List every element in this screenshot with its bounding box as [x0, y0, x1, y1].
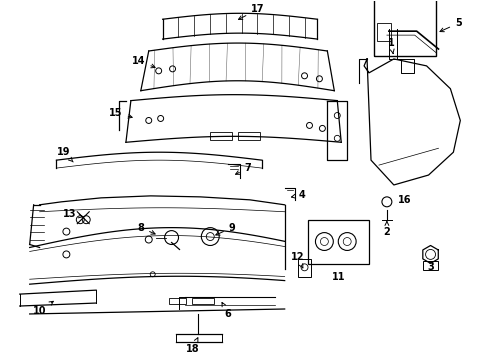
Bar — [376, 23, 390, 41]
Text: 1: 1 — [386, 38, 393, 54]
Bar — [192, 298, 214, 304]
Text: 13: 13 — [62, 209, 82, 219]
Text: 6: 6 — [222, 302, 231, 319]
Text: 5: 5 — [439, 18, 461, 32]
Bar — [210, 132, 232, 140]
Text: 8: 8 — [137, 222, 155, 234]
Text: 4: 4 — [291, 190, 305, 200]
Text: 19: 19 — [57, 147, 73, 162]
Text: 9: 9 — [215, 222, 235, 235]
Text: 15: 15 — [109, 108, 132, 118]
Bar — [297, 260, 311, 277]
Text: 2: 2 — [383, 221, 389, 237]
Text: 7: 7 — [235, 163, 251, 174]
Text: 14: 14 — [132, 56, 155, 68]
Bar — [238, 132, 259, 140]
Bar — [168, 298, 186, 304]
Bar — [422, 261, 438, 270]
Text: 11: 11 — [331, 272, 345, 282]
Text: 18: 18 — [185, 338, 199, 354]
Text: 12: 12 — [290, 252, 304, 268]
Text: 16: 16 — [397, 195, 411, 205]
Text: 17: 17 — [238, 4, 264, 19]
Text: 10: 10 — [33, 301, 53, 316]
Bar — [307, 220, 368, 264]
Bar — [373, 0, 435, 56]
Text: 3: 3 — [427, 262, 433, 272]
